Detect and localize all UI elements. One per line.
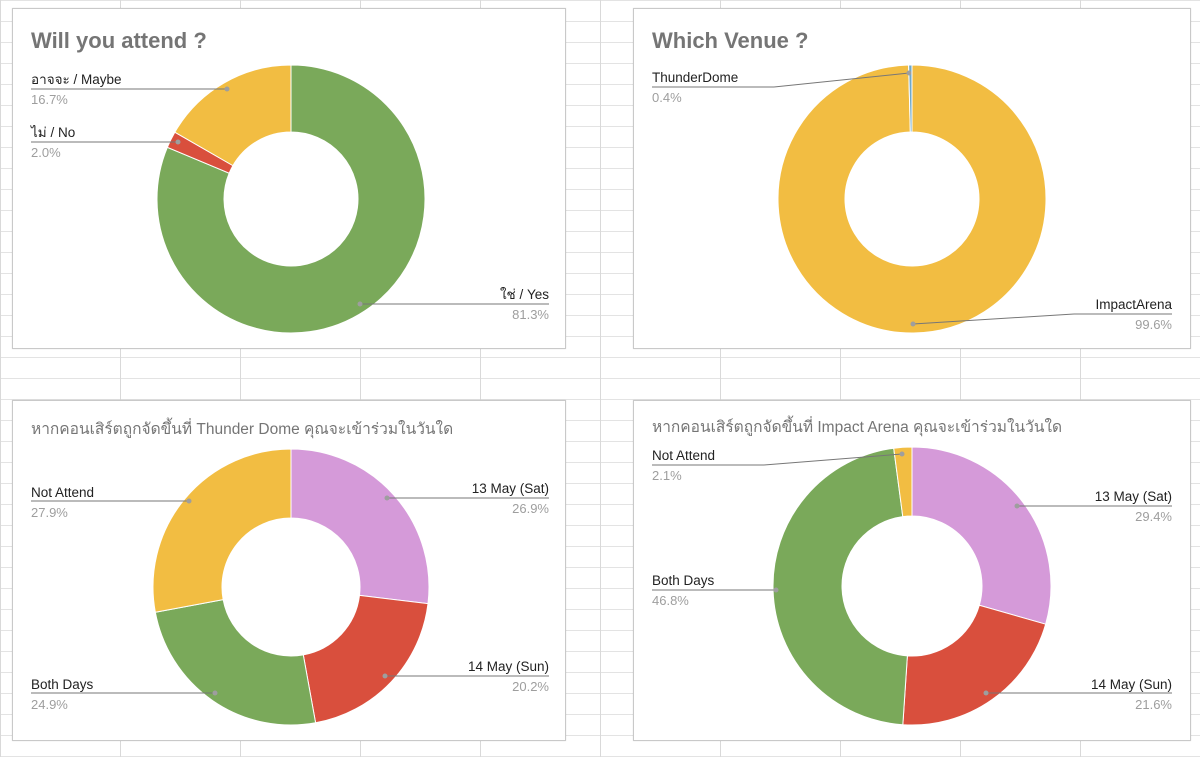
svg-text:26.9%: 26.9%	[512, 501, 549, 516]
svg-text:24.9%: 24.9%	[31, 697, 68, 712]
chart-card-thunderdome-days[interactable]: หากคอนเสิร์ตถูกจัดขึ้นที่ Thunder Dome ค…	[12, 400, 566, 741]
svg-text:16.7%: 16.7%	[31, 92, 68, 107]
slice-13-may-sat[interactable]	[911, 446, 1052, 625]
slice-label-no: ไม่ / No 2.0%	[30, 125, 181, 160]
svg-text:13 May (Sat): 13 May (Sat)	[472, 481, 549, 496]
slices	[152, 448, 430, 726]
slice-impactarena[interactable]	[777, 64, 1047, 334]
svg-text:29.4%: 29.4%	[1135, 509, 1172, 524]
svg-text:ImpactArena: ImpactArena	[1095, 297, 1172, 312]
slice-14-may-sun[interactable]	[902, 604, 1047, 726]
chart-title: หากคอนเสิร์ตถูกจัดขึ้นที่ Impact Arena ค…	[652, 415, 1062, 437]
chart-card-impactarena-days[interactable]: หากคอนเสิร์ตถูกจัดขึ้นที่ Impact Arena ค…	[633, 400, 1191, 741]
slice-label-not-attend: Not Attend 2.1%	[652, 448, 905, 483]
svg-text:Not Attend: Not Attend	[652, 448, 715, 463]
slice-both-days[interactable]	[154, 599, 317, 726]
donut-chart-attend: Will you attend ? ใช่ / Yes 81.3% ไม่ / …	[30, 28, 549, 334]
chart-title: หากคอนเสิร์ตถูกจัดขึ้นที่ Thunder Dome ค…	[31, 417, 453, 439]
slice-label-both-days: Both Days 24.9%	[31, 677, 218, 712]
slice-label-14-may: 14 May (Sun) 20.2%	[382, 659, 549, 694]
slice-thunderdome[interactable]	[908, 64, 913, 133]
slice-yes[interactable]	[156, 64, 426, 334]
svg-text:21.6%: 21.6%	[1135, 697, 1172, 712]
svg-text:46.8%: 46.8%	[652, 593, 689, 608]
slice-13-may-sat[interactable]	[290, 448, 430, 605]
svg-text:13 May (Sat): 13 May (Sat)	[1095, 489, 1172, 504]
chart-card-attend[interactable]: Will you attend ? ใช่ / Yes 81.3% ไม่ / …	[12, 8, 566, 349]
svg-text:Both Days: Both Days	[31, 677, 94, 692]
slice-label-yes: ใช่ / Yes 81.3%	[357, 286, 549, 322]
chart-title: Which Venue ?	[652, 28, 808, 53]
slice-label-maybe: อาจจะ / Maybe 16.7%	[31, 72, 230, 107]
donut-chart-impactarena-days: หากคอนเสิร์ตถูกจัดขึ้นที่ Impact Arena ค…	[652, 415, 1172, 726]
donut-chart-thunderdome-days: หากคอนเสิร์ตถูกจัดขึ้นที่ Thunder Dome ค…	[31, 417, 549, 726]
svg-text:14 May (Sun): 14 May (Sun)	[1091, 677, 1172, 692]
svg-text:14 May (Sun): 14 May (Sun)	[468, 659, 549, 674]
svg-text:Not Attend: Not Attend	[31, 485, 94, 500]
slice-both-days[interactable]	[772, 447, 908, 726]
svg-text:อาจจะ / Maybe: อาจจะ / Maybe	[31, 72, 122, 87]
slice-not-attend[interactable]	[893, 446, 913, 518]
chart-card-venue[interactable]: Which Venue ? ImpactArena 99.6% ThunderD…	[633, 8, 1191, 349]
svg-text:20.2%: 20.2%	[512, 679, 549, 694]
svg-text:0.4%: 0.4%	[652, 90, 682, 105]
slice-label-not-attend: Not Attend 27.9%	[31, 485, 192, 520]
donut-chart-venue: Which Venue ? ImpactArena 99.6% ThunderD…	[652, 28, 1172, 334]
svg-text:2.0%: 2.0%	[31, 145, 61, 160]
slice-label-14-may: 14 May (Sun) 21.6%	[983, 677, 1172, 712]
slices	[772, 446, 1052, 726]
slice-maybe[interactable]	[174, 64, 292, 167]
slice-label-both-days: Both Days 46.8%	[652, 573, 779, 608]
slices	[777, 64, 1047, 334]
svg-text:Both Days: Both Days	[652, 573, 715, 588]
slices	[156, 64, 426, 334]
slice-14-may-sun[interactable]	[302, 594, 429, 724]
slice-label-13-may: 13 May (Sat) 26.9%	[384, 481, 549, 516]
slice-label-13-may: 13 May (Sat) 29.4%	[1014, 489, 1172, 524]
slice-label-thunderdome: ThunderDome 0.4%	[652, 70, 912, 105]
svg-text:27.9%: 27.9%	[31, 505, 68, 520]
svg-text:2.1%: 2.1%	[652, 468, 682, 483]
slice-label-impactarena: ImpactArena 99.6%	[910, 297, 1172, 332]
svg-text:ThunderDome: ThunderDome	[652, 70, 738, 85]
slice-not-attend[interactable]	[152, 448, 292, 613]
chart-title: Will you attend ?	[31, 28, 207, 53]
svg-text:ไม่ / No: ไม่ / No	[30, 125, 75, 140]
svg-text:99.6%: 99.6%	[1135, 317, 1172, 332]
svg-text:81.3%: 81.3%	[512, 307, 549, 322]
svg-text:ใช่ / Yes: ใช่ / Yes	[500, 286, 549, 302]
